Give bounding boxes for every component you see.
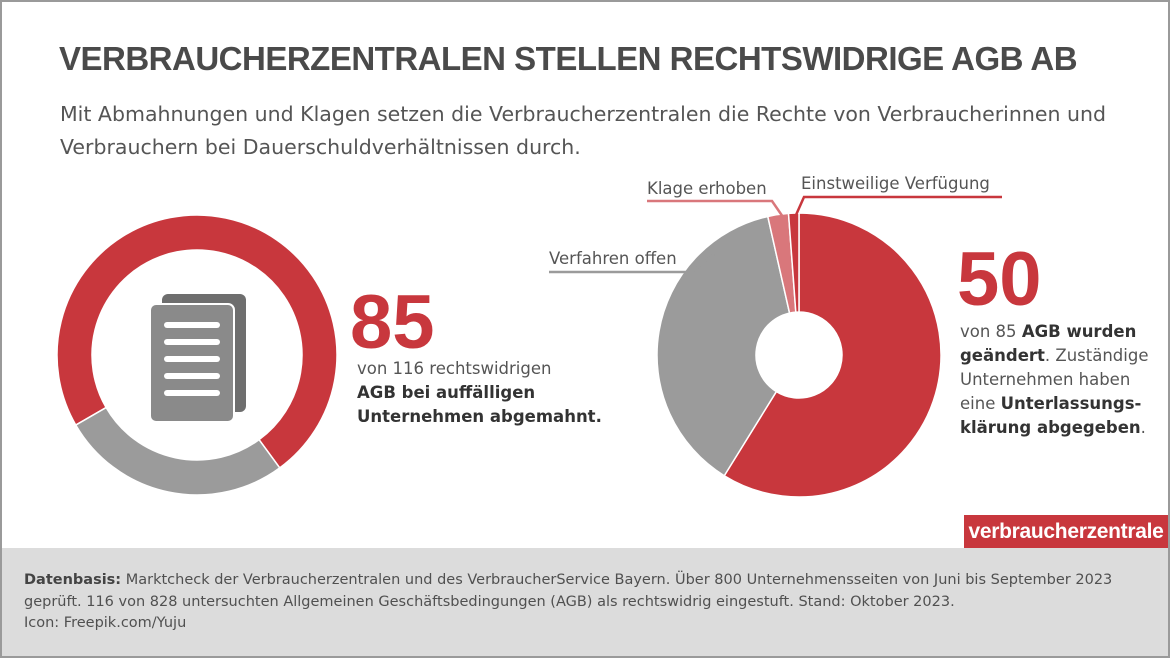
label-verfahren-offen: Verfahren offen <box>549 249 677 268</box>
pie-slice-geaendert <box>723 212 942 498</box>
footer-label: Datenbasis: <box>24 572 122 588</box>
desc-bold: Unterlassungs-klärung abgegeben <box>960 394 1142 437</box>
pie-slice-einstweilige-verfuegung <box>787 212 800 313</box>
donut-chart-abmahnungen <box>56 214 338 496</box>
desc-bold: AGB bei auffälligen <box>357 383 536 402</box>
label-klage-erhoben: Klage erhoben <box>647 179 767 198</box>
stat-number-85: 85 <box>350 280 435 365</box>
icon-credit: Icon: Freepik.com/Yuju <box>24 615 187 631</box>
desc-text: von 85 <box>960 322 1022 341</box>
document-icon <box>149 294 246 423</box>
pie-slice-verfahren-offen <box>656 215 791 477</box>
brand-logo: verbraucherzentrale <box>964 515 1168 548</box>
leader-einstweilige-verfuegung <box>794 195 1002 216</box>
desc-text: . <box>1140 418 1146 437</box>
page-title: VERBRAUCHERZENTRALEN STELLEN RECHTSWIDRI… <box>59 40 1078 77</box>
footer-text: Datenbasis: Marktcheck der Verbraucherze… <box>24 570 1149 635</box>
stat-description-right: von 85 AGB wurden geändert. Zuständige U… <box>960 320 1168 440</box>
desc-bold: AGB wurden geändert <box>960 322 1137 365</box>
pie-slice-nicht-abgemahnt <box>74 406 281 496</box>
label-einstweilige-verfuegung: Einstweilige Verfügung <box>801 174 990 193</box>
desc-text: . Zuständige Unternehmen haben eine <box>960 346 1149 413</box>
stat-description-left: von 116 rechtswidrigen AGB bei auffällig… <box>357 357 607 429</box>
desc-line: von 116 rechtswidrigen <box>357 359 552 378</box>
donut-chart-ergebnis <box>656 212 942 498</box>
stat-number-50: 50 <box>957 237 1042 322</box>
subtitle: Mit Abmahnungen und Klagen setzen die Ve… <box>60 102 1106 159</box>
leader-klage-erhoben <box>647 199 785 218</box>
desc-bold: Unternehmen abgemahnt. <box>357 407 602 426</box>
footer: Datenbasis: Marktcheck der Verbraucherze… <box>2 548 1168 656</box>
leader-verfahren-offen <box>549 253 715 274</box>
label-leader-lines <box>549 195 1002 274</box>
footer-source: Marktcheck der Verbraucherzentralen und … <box>24 572 1113 610</box>
pie-slice-abgemahnt <box>56 214 338 469</box>
